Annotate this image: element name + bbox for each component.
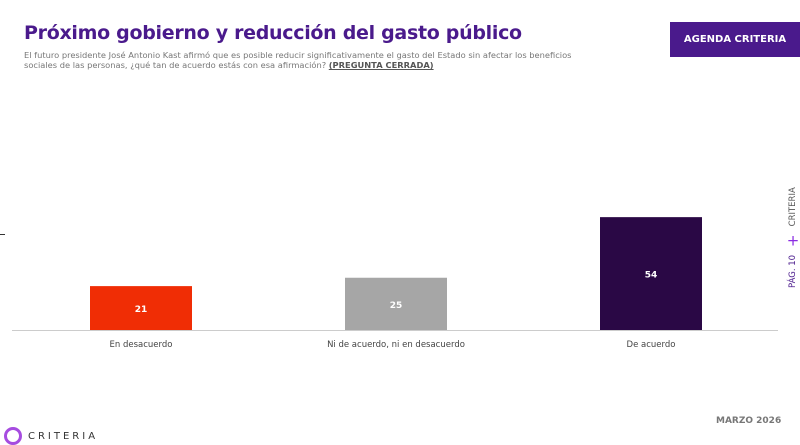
bar <box>345 277 447 330</box>
category-label: En desacuerdo <box>110 340 173 350</box>
agenda-criteria-button[interactable]: AGENDA CRITERIA <box>670 22 800 57</box>
logo-text: CRITERIA <box>28 430 99 442</box>
page-title: Próximo gobierno y reducción del gasto p… <box>24 22 522 44</box>
bar <box>600 217 702 330</box>
category-label: De acuerdo <box>627 340 676 350</box>
logo-ring-icon <box>4 427 22 445</box>
bar <box>90 286 192 330</box>
left-tick-mark <box>0 234 5 235</box>
data-label: 21 <box>135 305 148 315</box>
subtitle-tag: (PREGUNTA CERRADA) <box>328 60 434 70</box>
report-date: MARZO 2026 <box>716 416 782 426</box>
criteria-logo: CRITERIA <box>4 427 98 445</box>
subtitle-text: El futuro presidente José Antonio Kast a… <box>24 50 572 70</box>
data-label: 25 <box>390 301 403 311</box>
page-subtitle: El futuro presidente José Antonio Kast a… <box>24 50 604 70</box>
data-label: 54 <box>645 271 658 281</box>
category-label: Ni de acuerdo, ni en desacuerdo <box>327 340 465 350</box>
